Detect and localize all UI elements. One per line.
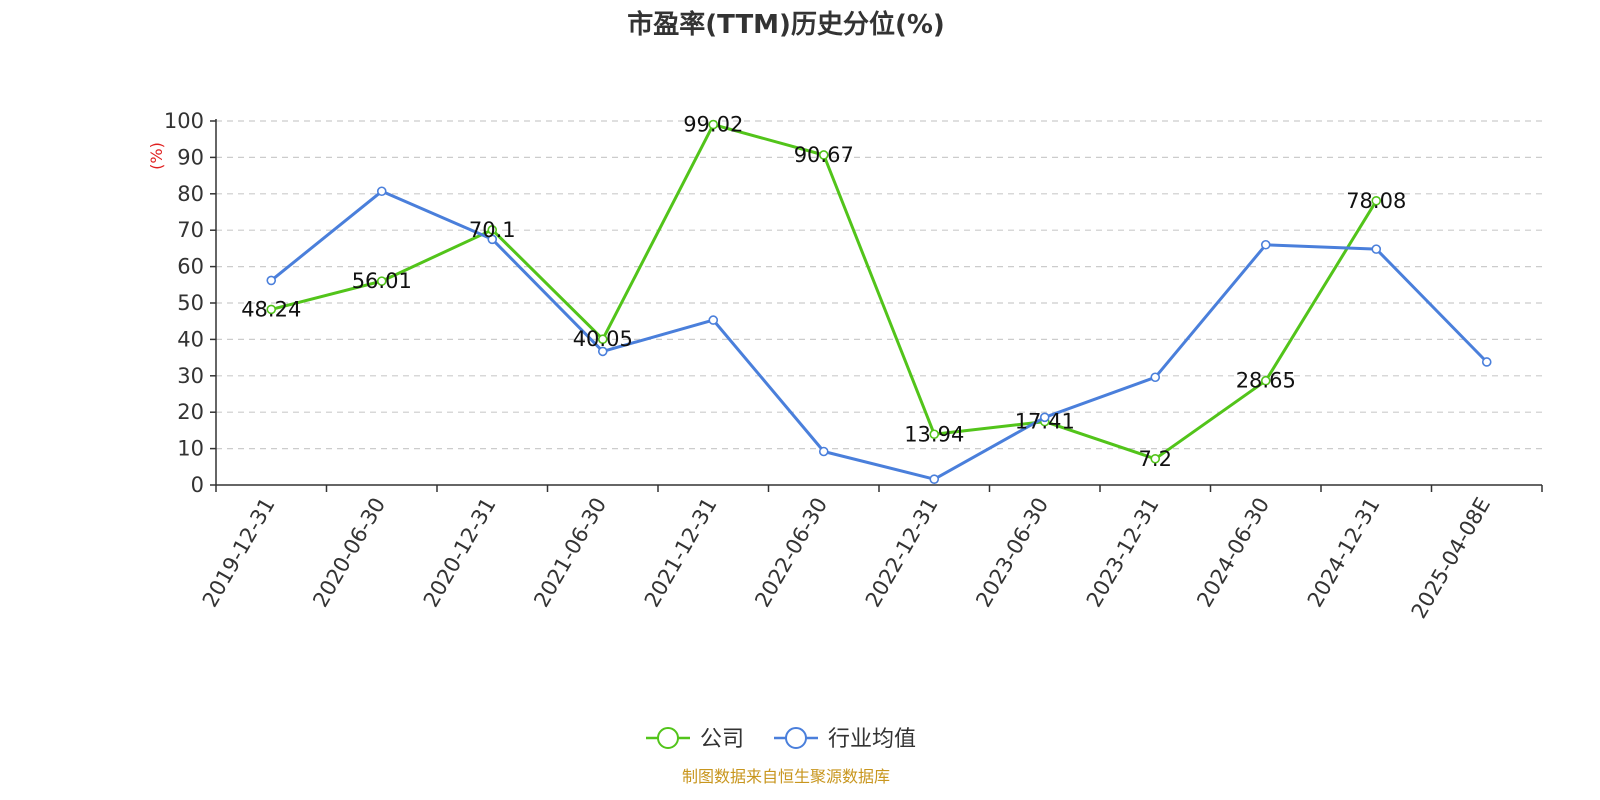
y-tick-label: 10 [177, 437, 204, 461]
x-tick-label: 2019-12-31 [198, 494, 280, 612]
series-lines [266, 119, 1492, 484]
data-label: 78.08 [1346, 189, 1406, 213]
data-point[interactable] [1481, 357, 1492, 367]
y-axis-label: (%) [147, 142, 166, 170]
legend-item-1[interactable]: 公司 [646, 727, 744, 752]
series-line [270, 123, 1378, 461]
x-tick-label: 2020-12-31 [419, 494, 501, 612]
x-tick-label: 2020-06-30 [308, 494, 390, 612]
x-tick-label: 2025-04-08E [1407, 494, 1495, 623]
data-point[interactable] [1260, 239, 1271, 250]
y-tick-label: 40 [177, 327, 204, 351]
source-note: 制图数据来自恒生聚源数据库 [682, 767, 890, 786]
data-point[interactable] [1371, 195, 1382, 206]
legend-marker [785, 727, 807, 749]
data-point[interactable] [487, 225, 498, 235]
data-point[interactable] [929, 429, 940, 440]
data-point[interactable] [597, 346, 608, 357]
y-tick-label: 0 [191, 473, 204, 497]
data-point[interactable] [818, 446, 829, 457]
data-point[interactable] [1039, 412, 1050, 423]
x-tick-label: 2024-06-30 [1192, 494, 1274, 612]
y-tick-label: 20 [177, 400, 204, 424]
data-label: 7.2 [1139, 447, 1172, 471]
data-point[interactable] [266, 304, 277, 315]
data-label: 17.41 [1015, 410, 1075, 434]
y-tick-label: 100 [164, 109, 204, 133]
series-1 [266, 119, 1382, 464]
legend-label: 行业均值 [828, 727, 916, 752]
data-point[interactable] [708, 315, 719, 325]
grid-lines [216, 120, 1542, 450]
data-label: 40.05 [573, 327, 633, 351]
y-tick-label: 30 [177, 364, 204, 388]
data-label: 56.01 [352, 269, 412, 293]
chart-title: 市盈率(TTM)历史分位(%) [627, 9, 945, 40]
legend[interactable]: 公司 行业均值 [646, 727, 916, 752]
data-point[interactable] [376, 276, 387, 286]
legend-marker [657, 727, 679, 749]
legend-label: 公司 [700, 727, 744, 752]
data-label: 70.1 [469, 218, 516, 242]
data-label: 99.02 [683, 113, 743, 137]
y-tick-label: 90 [177, 145, 204, 169]
data-point[interactable] [818, 150, 829, 160]
series-2 [266, 186, 1492, 484]
y-tick-label: 60 [177, 255, 204, 279]
x-tick-label: 2023-12-31 [1082, 494, 1164, 612]
y-tick-label: 70 [177, 218, 204, 242]
x-tick-label: 2022-12-31 [861, 494, 943, 612]
data-point[interactable] [1150, 453, 1161, 464]
x-tick-label: 2022-06-30 [750, 494, 832, 612]
y-tick-label: 50 [177, 291, 204, 315]
data-point[interactable] [1260, 375, 1271, 386]
x-tick-label: 2024-12-31 [1303, 494, 1385, 612]
legend-item-2[interactable]: 行业均值 [774, 727, 916, 752]
series-line [270, 189, 1488, 481]
data-point[interactable] [597, 334, 608, 345]
data-point[interactable] [487, 234, 498, 245]
data-point[interactable] [1371, 244, 1382, 254]
y-tick-label: 80 [177, 182, 204, 206]
data-point[interactable] [266, 275, 277, 286]
data-label: 13.94 [904, 422, 964, 446]
data-point[interactable] [376, 186, 387, 197]
data-point[interactable] [929, 474, 940, 484]
axes: 0 10 20 30 40 50 60 70 80 90 100 2019-12-31 2020-06-… [164, 109, 1543, 623]
data-labels: 48.24 56.01 70.1 40.05 99.02 90.67 13.94 17.41 7… [241, 113, 1406, 471]
x-tick-label: 2021-12-31 [640, 494, 722, 612]
data-label: 90.67 [794, 143, 854, 167]
data-point[interactable] [1150, 372, 1161, 383]
x-tick-label: 2023-06-30 [971, 494, 1053, 612]
x-tick-label: 2021-06-30 [529, 494, 611, 612]
data-label: 48.24 [241, 297, 301, 321]
data-label: 28.65 [1236, 369, 1296, 393]
data-point[interactable] [708, 119, 719, 130]
